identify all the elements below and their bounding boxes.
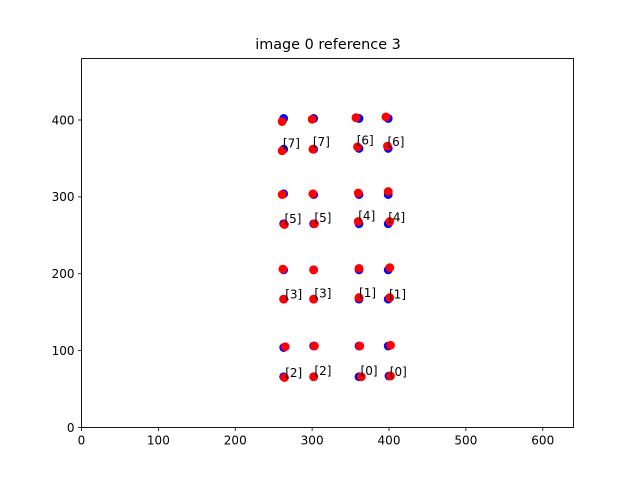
y-tick-label: 100 <box>52 344 75 358</box>
y-tick-label: 200 <box>52 267 75 281</box>
point-series1-31 <box>381 112 391 122</box>
x-tick-label: 300 <box>301 434 324 448</box>
point-series1-5 <box>310 341 319 351</box>
point-annotation-6: [3] <box>285 287 302 301</box>
plot-frame <box>81 58 574 428</box>
chart-title: image 0 reference 3 <box>255 37 401 53</box>
x-tick-label: 100 <box>147 434 170 448</box>
point-annotation-10: [5] <box>284 212 301 226</box>
point-series1-13 <box>309 265 319 275</box>
point-series1-8 <box>279 294 289 304</box>
point-series1-12 <box>278 264 288 274</box>
axes: 0 100 200 300 400 500 600 0 100 200 300 400 <box>52 113 555 447</box>
point-series1-26 <box>353 142 362 152</box>
y-tick-label: 0 <box>67 421 75 435</box>
point-annotation-12: [6] <box>357 134 374 148</box>
point-annotation-15: [7] <box>313 135 330 149</box>
x-tick-label: 600 <box>531 434 554 448</box>
y-tick-label: 400 <box>52 113 75 127</box>
plot-area: [0] [0] [1] [1] [2] [2] [3] [3] [4] [4] [5] [5] [6] [… <box>277 112 407 382</box>
point-series1-23 <box>383 187 393 196</box>
point-series1-9 <box>309 294 319 304</box>
point-series1-24 <box>277 146 287 156</box>
point-annotation-11: [5] <box>314 211 331 225</box>
point-series1-4 <box>280 342 290 352</box>
y-tick-label: 300 <box>52 190 75 204</box>
point-series1-21 <box>308 189 318 199</box>
x-tick-label: 500 <box>454 434 477 448</box>
point-series1-27 <box>383 141 392 151</box>
point-series1-11 <box>385 293 395 302</box>
point-series1-25 <box>308 144 318 154</box>
point-series1-16 <box>280 220 289 229</box>
point-annotation-8: [4] <box>358 209 375 223</box>
point-annotation-9: [4] <box>388 210 405 224</box>
point-series1-19 <box>385 217 395 226</box>
x-tick-label: 200 <box>224 434 247 448</box>
point-annotation-2: [1] <box>359 286 376 300</box>
point-series1-14 <box>354 263 364 273</box>
point-series1-7 <box>386 340 395 350</box>
point-series1-1 <box>309 372 319 382</box>
point-series1-22 <box>353 188 363 198</box>
point-series1-20 <box>277 190 287 199</box>
point-series1-17 <box>310 219 319 229</box>
point-annotation-14: [7] <box>283 137 300 151</box>
point-series1-18 <box>353 217 363 226</box>
point-annotation-5: [2] <box>314 364 331 378</box>
point-annotation-3: [1] <box>389 287 406 301</box>
point-annotation-4: [2] <box>285 366 302 380</box>
point-series1-3 <box>386 371 395 381</box>
point-series1-10 <box>354 293 364 302</box>
point-series1-6 <box>355 341 365 351</box>
point-annotation-1: [0] <box>390 365 407 379</box>
point-series1-0 <box>280 373 289 382</box>
point-series1-28 <box>277 117 287 126</box>
x-tick-label: 0 <box>78 434 86 448</box>
x-tick-label: 400 <box>378 434 401 448</box>
point-series1-29 <box>307 114 317 124</box>
point-series1-15 <box>385 263 395 272</box>
point-annotation-7: [3] <box>314 287 331 301</box>
point-annotation-13: [6] <box>387 135 404 149</box>
point-series1-30 <box>351 113 361 123</box>
point-annotation-0: [0] <box>361 364 378 378</box>
point-series1-2 <box>356 372 366 382</box>
